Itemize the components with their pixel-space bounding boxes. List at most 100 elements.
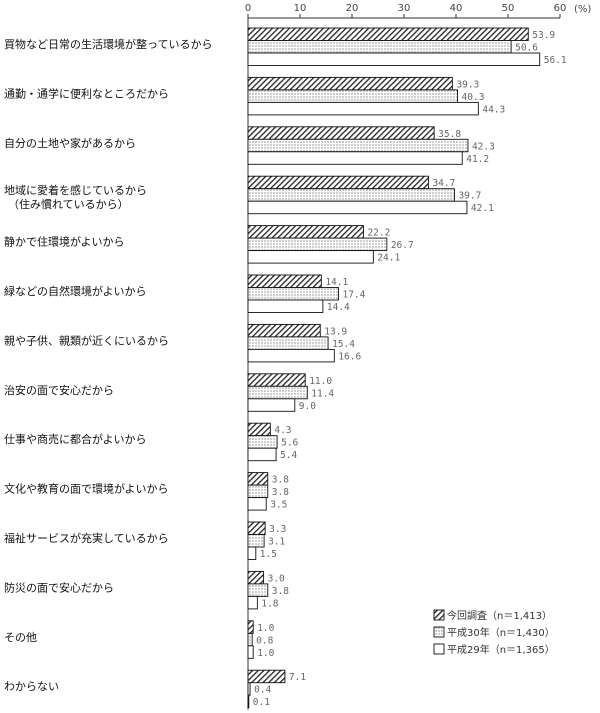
data-label: 11.4 [311,388,334,399]
category-label: 治安の面で安心だから [4,383,114,397]
category-label: わからない [4,680,59,693]
bar [247,76,453,91]
bar [247,89,459,103]
bar [247,323,321,338]
data-label: 3.1 [268,537,285,548]
data-label: 44.3 [482,104,505,115]
bar [247,27,529,41]
data-label: 9.0 [299,401,316,412]
data-label: 3.8 [272,475,289,486]
category-label: 親や子供、親類が近くにいるから [4,333,169,347]
bar [247,669,286,684]
data-label: 14.1 [325,277,348,288]
category-label: 緑などの自然環境がよいから [4,284,146,298]
bar [247,200,468,215]
category-label: 地域に愛着を感じているから（住み慣れているから） [4,183,147,211]
bar [247,126,435,140]
bar [247,175,429,190]
data-label: 39.3 [456,79,479,90]
data-label: 24.1 [377,253,400,264]
data-label: 35.8 [438,129,461,140]
data-label: 1.0 [257,648,274,659]
data-label: 0.8 [256,635,273,646]
data-label: 5.4 [280,450,297,461]
data-label: 22.2 [367,228,390,239]
bar [247,348,335,363]
bar [247,274,322,288]
bar [247,583,269,597]
category-label: 買物など日常の生活環境が整っているから [4,37,212,51]
data-label: 0.1 [253,697,270,708]
bar [247,398,296,412]
bar [247,546,257,560]
bar [247,225,364,239]
bar [247,534,265,548]
data-label: 3.3 [269,524,286,535]
category-label: 自分の土地や家があるから [4,136,136,150]
category-label: 福祉サービスが充実しているから [4,531,169,545]
data-label: 34.7 [432,178,455,189]
x-tick-label: 0 [245,3,251,14]
data-label: 5.6 [281,438,298,449]
legend-label: 平成29年（n＝1,365） [447,643,555,656]
data-label: 16.6 [338,351,361,362]
data-label: 53.9 [532,30,555,41]
data-label: 11.0 [309,376,332,387]
x-tick-label: 40 [450,3,463,14]
data-label: 15.4 [332,339,355,350]
legend-swatch [433,643,445,655]
bar [247,422,271,437]
data-label: 17.4 [342,290,365,301]
data-label: 39.7 [458,191,481,202]
data-label: 13.9 [324,326,347,337]
category-label: その他 [4,631,37,644]
data-label: 42.1 [471,203,494,214]
legend-label: 平成30年（n＝1,430） [447,626,555,639]
legend-swatch [433,609,445,621]
x-tick-label: 30 [398,3,411,14]
bar [247,435,278,449]
bar [247,373,306,387]
bar [247,694,250,709]
legend-label: 今回調査（n＝1,413） [447,609,552,622]
bar [247,645,254,659]
bar [247,138,469,153]
x-tick-label: 10 [294,3,307,14]
bar [247,40,512,54]
data-label: 3.8 [272,586,289,597]
data-label: 0.4 [254,685,271,696]
bar [247,52,541,66]
bar [247,632,253,647]
x-tick-label: 60 [554,3,567,14]
bar [247,336,329,350]
category-label: 防災の面で安心だから [4,580,114,594]
category-label: 通勤・通学に便利なところだから [4,86,169,100]
data-label: 3.8 [272,487,289,498]
bar [247,250,374,264]
x-tick-label: 20 [346,3,359,14]
category-label: 文化や教育の面で環境がよいから [4,482,168,496]
bar [247,447,277,462]
data-label: 1.5 [260,549,277,560]
bar [247,620,254,634]
bar [247,472,269,486]
legend: 今回調査（n＝1,413） 平成30年（n＝1,430） 平成29年（n＝1,365… [433,609,555,656]
category-labels: 買物など日常の生活環境が整っているから通勤・通学に便利なところだから自分の土地や… [4,37,212,693]
data-label: 56.1 [544,55,567,66]
bar [247,595,258,610]
bar [247,287,339,301]
data-label: 1.0 [257,623,274,634]
data-label: 3.5 [270,500,287,511]
bar [247,570,265,585]
bar [247,188,455,202]
data-label: 1.8 [261,598,278,609]
data-label: 40.3 [462,92,485,103]
category-label: 静かで住環境がよいから [4,235,124,249]
bar [247,521,266,535]
data-label: 14.4 [327,302,350,313]
data-label: 42.3 [472,141,495,152]
x-tick-label: 50 [502,3,515,14]
category-label: 仕事や商売に都合がよいから [4,432,146,446]
bar [247,237,388,252]
